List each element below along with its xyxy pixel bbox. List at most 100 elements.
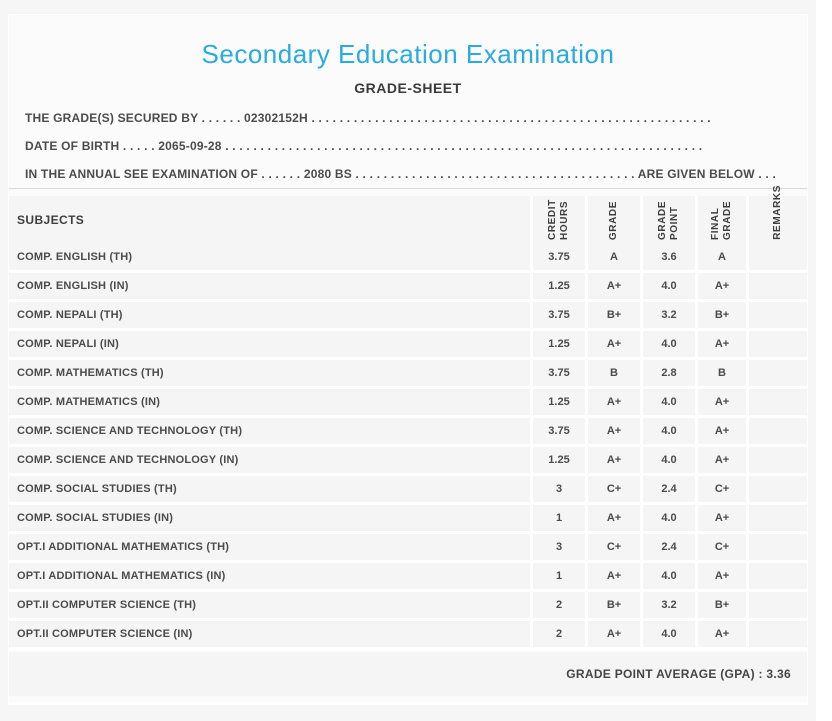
grade-point-cell: 2.4: [640, 476, 695, 502]
final-grade-cell: C+: [695, 476, 746, 502]
info-text: ARE GIVEN BELOW: [637, 167, 755, 181]
subject-cell: COMP. SOCIAL STUDIES (TH): [17, 483, 177, 495]
grade-point-cell: 4.0: [640, 447, 695, 473]
final-grade-cell: A+: [695, 389, 746, 415]
grade-cell: A+: [585, 273, 640, 299]
final-grade-cell: B+: [695, 592, 746, 618]
subject-cell: COMP. MATHEMATICS (TH): [17, 367, 164, 379]
info-text: IN THE ANNUAL SEE EXAMINATION OF: [25, 167, 258, 181]
grade-cell: A+: [585, 505, 640, 531]
final-grade-cell: B: [695, 360, 746, 386]
dotted-leader: . . . . . .: [201, 111, 241, 125]
table-row: COMP. NEPALI (TH) 3.75 B+ 3.2 B+: [9, 302, 807, 331]
table-row: COMP. NEPALI (IN) 1.25 A+ 4.0 A+: [9, 331, 807, 360]
grade-point-cell: 3.6: [640, 244, 695, 270]
remarks-cell: [746, 244, 807, 270]
credit-hours-cell: 3.75: [530, 244, 585, 270]
info-text: THE GRADE(S) SECURED BY: [25, 111, 199, 125]
grade-cell: B+: [585, 592, 640, 618]
dotted-leader: . . . . . .: [261, 167, 301, 181]
table-row: OPT.II COMPUTER SCIENCE (TH) 2 B+ 3.2 B+: [9, 592, 807, 621]
grade-point-cell: 4.0: [640, 563, 695, 589]
final-grade-cell: C+: [695, 534, 746, 560]
subject-cell: COMP. ENGLISH (IN): [17, 280, 129, 292]
table-header-row: SUBJECTS CREDIT HOURS GRADE GRADE POINT FIN…: [9, 185, 807, 244]
dotted-leader: . . . . .: [122, 139, 155, 153]
subject-cell: OPT.II COMPUTER SCIENCE (TH): [17, 599, 197, 611]
dotted-leader: . . .: [758, 167, 776, 181]
subject-cell: OPT.II COMPUTER SCIENCE (IN): [17, 628, 193, 640]
final-grade-cell: A+: [695, 331, 746, 357]
grade-point-cell: 4.0: [640, 389, 695, 415]
rotated-header-label: FINAL GRADE: [710, 200, 733, 240]
subject-cell: COMP. NEPALI (TH): [17, 309, 123, 321]
subject-cell: COMP. ENGLISH (TH): [17, 251, 133, 263]
grade-cell: A+: [585, 331, 640, 357]
credit-hours-cell: 1: [530, 505, 585, 531]
credit-hours-cell: 3.75: [530, 360, 585, 386]
column-header-subjects: SUBJECTS: [17, 213, 85, 227]
dotted-leader: . . . . . . . . . . . . . . . . . . . . …: [311, 111, 711, 125]
credit-hours-cell: 1.25: [530, 389, 585, 415]
grade-cell: A+: [585, 447, 640, 473]
table-row: COMP. ENGLISH (TH) 3.75 A 3.6 A: [9, 244, 807, 273]
page-title: Secondary Education Examination: [201, 39, 615, 69]
remarks-cell: [746, 360, 807, 386]
info-text: DATE OF BIRTH: [25, 139, 120, 153]
info-section: THE GRADE(S) SECURED BY . . . . . . 0230…: [25, 104, 785, 188]
gpa-text: GRADE POINT AVERAGE (GPA) : 3.36: [566, 667, 791, 681]
column-header-remarks: REMARKS: [746, 185, 807, 244]
grade-cell: A: [585, 244, 640, 270]
rotated-header-label: CREDIT HOURS: [547, 199, 570, 240]
final-grade-cell: A+: [695, 563, 746, 589]
subject-cell: OPT.I ADDITIONAL MATHEMATICS (IN): [17, 570, 226, 582]
grade-cell: C+: [585, 534, 640, 560]
remarks-cell: [746, 418, 807, 444]
final-grade-cell: A+: [695, 621, 746, 647]
table-row: COMP. SCIENCE AND TECHNOLOGY (TH) 3.75 A+ 4…: [9, 418, 807, 447]
final-grade-cell: B+: [695, 302, 746, 328]
grade-point-cell: 4.0: [640, 418, 695, 444]
column-header-grade: GRADE: [585, 196, 640, 244]
grade-sheet-heading: GRADE-SHEET: [354, 80, 462, 96]
grade-cell: B+: [585, 302, 640, 328]
grade-cell: C+: [585, 476, 640, 502]
grade-cell: A+: [585, 418, 640, 444]
info-text: 02302152H: [244, 111, 308, 125]
info-line-3: IN THE ANNUAL SEE EXAMINATION OF . . . .…: [25, 160, 785, 188]
info-text: 2065-09-28: [158, 139, 222, 153]
credit-hours-cell: 1: [530, 563, 585, 589]
table-row: COMP. ENGLISH (IN) 1.25 A+ 4.0 A+: [9, 273, 807, 302]
credit-hours-cell: 2: [530, 592, 585, 618]
credit-hours-cell: 1.25: [530, 273, 585, 299]
column-header-credit-hours: CREDIT HOURS: [530, 196, 585, 244]
remarks-cell: [746, 273, 807, 299]
grade-point-cell: 4.0: [640, 621, 695, 647]
remarks-cell: [746, 592, 807, 618]
table-row: COMP. SCIENCE AND TECHNOLOGY (IN) 1.25 A+ 4…: [9, 447, 807, 476]
grade-point-cell: 4.0: [640, 273, 695, 299]
final-grade-cell: A: [695, 244, 746, 270]
table-row: OPT.II COMPUTER SCIENCE (IN) 2 A+ 4.0 A+: [9, 621, 807, 650]
info-line-1: THE GRADE(S) SECURED BY . . . . . . 0230…: [25, 104, 785, 132]
credit-hours-cell: 3: [530, 476, 585, 502]
credit-hours-cell: 2: [530, 621, 585, 647]
header-divider: [9, 188, 807, 189]
subject-cell: OPT.I ADDITIONAL MATHEMATICS (TH): [17, 541, 230, 553]
info-text: 2080 BS: [303, 167, 352, 181]
final-grade-cell: A+: [695, 447, 746, 473]
column-header-final-grade: FINAL GRADE: [695, 196, 746, 244]
subject-cell: COMP. SCIENCE AND TECHNOLOGY (IN): [17, 454, 239, 466]
grade-sheet-card: Secondary Education Examination GRADE-SH…: [8, 14, 808, 705]
table-row: OPT.I ADDITIONAL MATHEMATICS (IN) 1 A+ 4.0 A…: [9, 563, 807, 592]
subject-cell: COMP. MATHEMATICS (IN): [17, 396, 161, 408]
remarks-cell: [746, 534, 807, 560]
rotated-header-label: REMARKS: [772, 185, 783, 240]
column-header-grade-point: GRADE POINT: [640, 196, 695, 244]
subject-cell: COMP. SCIENCE AND TECHNOLOGY (TH): [17, 425, 243, 437]
final-grade-cell: A+: [695, 418, 746, 444]
remarks-cell: [746, 331, 807, 357]
table-row: COMP. MATHEMATICS (IN) 1.25 A+ 4.0 A+: [9, 389, 807, 418]
info-line-2: DATE OF BIRTH . . . . . 2065-09-28 . . .…: [25, 132, 785, 160]
